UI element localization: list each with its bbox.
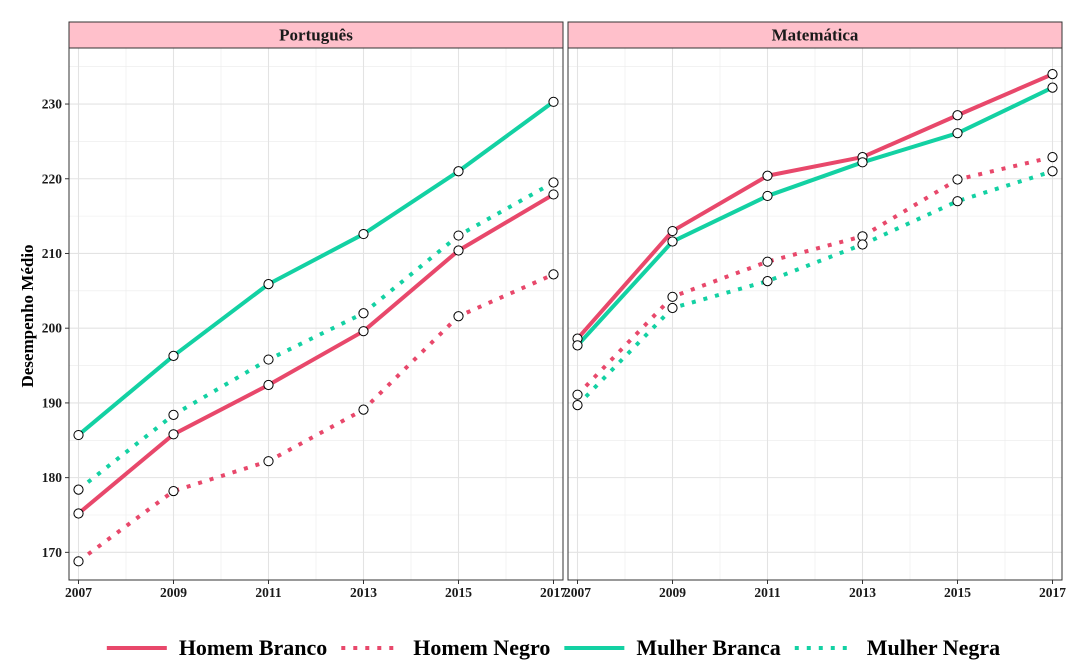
x-tick-label: 2015 (944, 585, 971, 600)
panel-title: Português (279, 26, 353, 45)
legend-item-mulher-branca: Mulher Branca (564, 635, 781, 660)
x-tick-label: 2007 (564, 585, 591, 600)
data-point (168, 429, 179, 440)
data-point (263, 354, 274, 365)
data-point (572, 400, 583, 411)
data-point (762, 276, 773, 287)
data-point (453, 166, 464, 177)
legend-item-homem-branco: Homem Branco (106, 635, 327, 660)
data-point (358, 404, 369, 415)
y-tick-label: 210 (42, 246, 63, 261)
data-point (358, 308, 369, 319)
data-point (572, 340, 583, 351)
data-point (952, 128, 963, 139)
data-point (548, 189, 559, 200)
data-point (762, 256, 773, 267)
series-points (73, 96, 559, 567)
data-point (857, 157, 868, 168)
data-point (548, 177, 559, 188)
data-point (168, 350, 179, 361)
data-point (952, 174, 963, 185)
data-point (453, 230, 464, 241)
data-point (762, 170, 773, 181)
panel-2: Matemática 2007 2009 2011 2013 2015 2017 (564, 21, 1066, 600)
legend-label: Homem Negro (413, 635, 550, 660)
data-point (952, 196, 963, 207)
y-tick-label: 230 (42, 97, 63, 112)
series-line-homem-branco (77, 192, 555, 516)
data-point (548, 96, 559, 107)
series-line-homem-negro (77, 272, 555, 563)
data-point (1047, 69, 1058, 80)
x-tick-label: 2009 (659, 585, 686, 600)
panel-border (567, 47, 1063, 581)
panel-strip (567, 21, 1063, 49)
data-point (73, 429, 84, 441)
data-point (73, 484, 84, 495)
data-point (263, 379, 274, 391)
data-point (548, 269, 559, 280)
legend: Homem Branco Homem Negro Mulher Branca Mulh… (106, 635, 1000, 660)
y-tick-label: 220 (42, 171, 63, 186)
x-tick-label: 2013 (849, 585, 876, 600)
x-tick-label: 2017 (540, 585, 567, 600)
data-point (1047, 166, 1058, 177)
x-tick-label: 2007 (65, 585, 92, 600)
x-tick-label: 2015 (445, 585, 472, 600)
data-point (667, 291, 678, 302)
series-points (572, 69, 1058, 411)
data-point (667, 302, 678, 314)
y-tick-label: 170 (42, 545, 63, 560)
data-point (168, 485, 179, 497)
legend-label: Mulher Branca (636, 635, 780, 660)
data-point (358, 228, 369, 240)
x-tick-label: 2011 (754, 585, 781, 600)
series-line-mulher-negra (576, 169, 1054, 407)
legend-item-mulher-negra: Mulher Negra (794, 635, 1000, 660)
data-point (667, 225, 678, 237)
data-point (857, 239, 868, 250)
data-point (1047, 82, 1058, 93)
series-lines (576, 72, 1054, 407)
x-tick-label: 2013 (350, 585, 377, 600)
y-tick-label: 190 (42, 395, 63, 410)
data-point (453, 245, 464, 256)
data-point (73, 508, 84, 519)
data-point (1047, 151, 1058, 163)
y-axis: 170 180 190 200 210 220 230 (42, 97, 69, 560)
legend-label: Homem Branco (179, 635, 327, 660)
panel-title: Matemática (772, 26, 859, 45)
data-point (762, 190, 773, 202)
data-point (453, 311, 464, 322)
series-line-mulher-branca (77, 100, 555, 437)
series-line-homem-branco (576, 72, 1054, 340)
legend-item-homem-negro: Homem Negro (341, 635, 550, 660)
data-point (667, 236, 678, 247)
data-point (263, 279, 274, 290)
y-tick-label: 180 (42, 470, 63, 485)
data-point (572, 389, 583, 400)
data-point (263, 456, 274, 467)
data-point (358, 326, 369, 337)
x-axis: 2007 2009 2011 2013 2015 2017 (65, 580, 567, 600)
data-point (168, 409, 179, 420)
legend-label: Mulher Negra (867, 635, 1000, 660)
series-lines (77, 100, 555, 563)
x-tick-label: 2017 (1039, 585, 1066, 600)
panel-strip (68, 21, 564, 49)
panel-border (68, 47, 564, 581)
series-line-mulher-branca (576, 85, 1054, 347)
y-tick-label: 200 (42, 321, 63, 336)
gridlines (568, 48, 1062, 580)
y-axis-title: Desempenho Médio (18, 244, 37, 387)
data-point (73, 556, 84, 567)
x-axis: 2007 2009 2011 2013 2015 2017 (564, 580, 1066, 600)
x-tick-label: 2009 (160, 585, 187, 600)
x-tick-label: 2011 (255, 585, 282, 600)
data-point (952, 110, 963, 121)
